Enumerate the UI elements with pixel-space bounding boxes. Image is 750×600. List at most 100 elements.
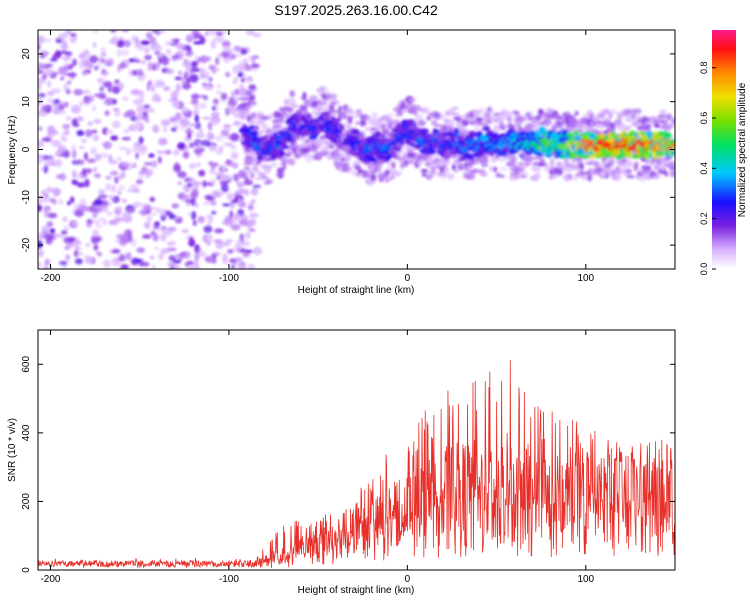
noise-blob — [248, 218, 257, 226]
noise-blob — [61, 132, 65, 140]
ridge-halo-blob — [359, 120, 367, 127]
noise-blob — [38, 92, 46, 98]
noise-blob — [38, 43, 41, 51]
noise-blob — [181, 229, 189, 234]
noise-blob — [79, 52, 85, 60]
noise-blob — [183, 71, 188, 80]
noise-blob — [252, 184, 261, 189]
noise-blob — [223, 142, 234, 147]
noise-blob — [57, 66, 68, 72]
x-tick-label: 0 — [405, 574, 411, 585]
noise-blob — [243, 179, 253, 186]
noise-blob — [204, 71, 210, 81]
noise-blob — [158, 137, 168, 146]
noise-blob — [131, 69, 137, 76]
noise-blob — [229, 145, 237, 150]
noise-blob — [153, 221, 161, 228]
noise-blob — [97, 92, 105, 99]
noise-blob — [245, 231, 251, 239]
noise-blob — [155, 80, 166, 87]
ridge-halo-blob — [329, 93, 338, 100]
ridge-core-blob — [267, 157, 272, 162]
noise-blob — [116, 48, 121, 58]
noise-blob — [127, 188, 134, 193]
noise-blob — [44, 68, 54, 77]
noise-blob — [108, 159, 118, 165]
noise-blob — [62, 225, 70, 231]
noise-blob — [194, 255, 199, 264]
noise-blob — [187, 183, 192, 187]
noise-blob — [100, 46, 106, 56]
noise-blob — [221, 253, 228, 262]
ridge-halo-blob — [429, 170, 437, 177]
colorbar-tick-label: 0.2 — [699, 212, 709, 225]
ridge-core-blob — [282, 144, 290, 149]
noise-blob — [117, 190, 122, 196]
noise-blob — [60, 50, 67, 54]
noise-blob — [128, 69, 133, 77]
noise-blob — [192, 219, 197, 226]
noise-blob — [215, 57, 220, 66]
noise-blob — [54, 71, 64, 75]
noise-blob — [228, 105, 237, 115]
ridge-halo-blob — [322, 101, 328, 106]
ridge-halo-blob — [552, 124, 558, 131]
ridge-halo-blob — [550, 158, 555, 166]
noise-blob — [82, 167, 87, 175]
noise-blob — [158, 252, 164, 260]
ridge-halo-blob — [397, 150, 407, 155]
noise-blob — [212, 98, 219, 105]
noise-blob — [238, 64, 248, 71]
ridge-halo-blob — [459, 114, 467, 122]
ridge-halo-blob — [671, 118, 675, 124]
ridge-halo-blob — [664, 171, 669, 177]
noise-blob — [210, 40, 217, 49]
noise-blob — [134, 43, 143, 49]
noise-blob — [121, 30, 129, 33]
noise-blob — [186, 77, 191, 84]
ridge-halo-blob — [422, 107, 431, 114]
ridge-core-blob — [535, 130, 544, 137]
noise-blob — [207, 130, 213, 140]
noise-blob — [208, 169, 216, 174]
ridge-core-blob — [251, 131, 259, 136]
noise-blob — [38, 140, 45, 148]
noise-blob — [38, 204, 43, 212]
noise-blob — [113, 217, 120, 224]
noise-blob — [134, 258, 143, 264]
noise-blob — [143, 104, 150, 109]
y-tick-label: -10 — [21, 190, 32, 205]
noise-blob — [102, 205, 108, 213]
noise-blob — [42, 38, 52, 42]
x-tick-label: -200 — [40, 273, 60, 284]
ridge-halo-blob — [451, 164, 457, 171]
noise-blob — [136, 113, 142, 122]
noise-blob — [190, 94, 201, 98]
noise-blob — [255, 249, 260, 255]
ridge-halo-blob — [488, 116, 496, 122]
ridge-halo-blob — [349, 115, 354, 119]
ridge-halo-blob — [354, 164, 362, 171]
ridge-core-blob — [395, 142, 404, 149]
ridge-halo-blob — [391, 161, 396, 169]
noise-blob — [154, 246, 159, 251]
ridge-halo-blob — [446, 160, 451, 166]
noise-blob — [160, 248, 170, 254]
ridge-halo-blob — [305, 153, 314, 159]
y-tick-label: 10 — [21, 96, 32, 108]
noise-blob — [166, 48, 172, 55]
noise-blob — [202, 180, 207, 188]
noise-blob — [54, 50, 62, 59]
noise-blob — [188, 260, 194, 266]
spectrogram-xlabel: Height of straight line (km) — [298, 285, 415, 296]
noise-blob — [73, 88, 84, 96]
noise-blob — [38, 110, 42, 118]
noise-blob — [118, 254, 126, 262]
noise-blob — [230, 151, 239, 160]
noise-blob — [128, 58, 137, 63]
noise-blob — [176, 172, 186, 177]
x-tick-label: 0 — [405, 273, 411, 284]
noise-blob — [171, 55, 181, 59]
noise-blob — [98, 217, 106, 222]
ridge-halo-blob — [377, 161, 384, 168]
